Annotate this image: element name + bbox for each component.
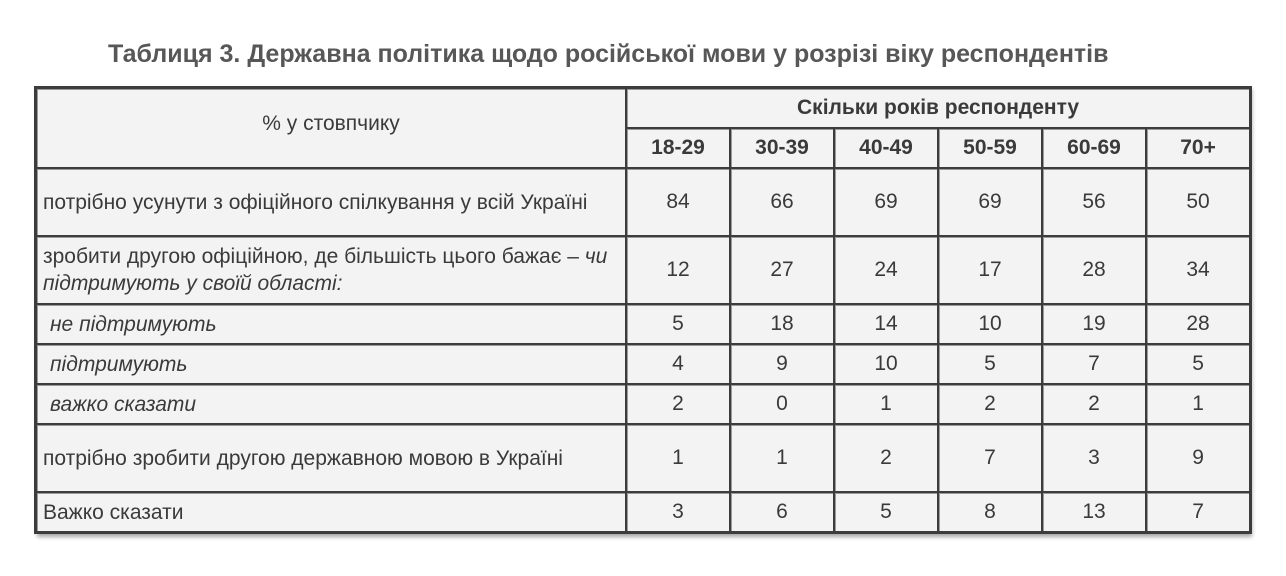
- table-cell: 5: [626, 304, 730, 344]
- table-cell: 1: [626, 424, 730, 492]
- age-header: 60-69: [1042, 128, 1146, 168]
- header-row-ages: 18-29 30-39 40-49 50-59 60-69 70+: [36, 128, 1251, 168]
- row-label: потрібно зробити другою державною мовою …: [36, 424, 626, 492]
- table-cell: 5: [834, 492, 938, 532]
- age-group-header: Скільки років респонденту: [626, 88, 1251, 128]
- table-cell: 10: [938, 304, 1042, 344]
- table-title: Таблиця 3. Державна політика щодо російс…: [108, 40, 1109, 68]
- age-header: 70+: [1146, 128, 1251, 168]
- table-cell: 10: [834, 344, 938, 384]
- table-cell: 2: [1042, 384, 1146, 424]
- table-cell: 6: [730, 492, 834, 532]
- row-label-text: зробити другою офіційною, де більшість ц…: [43, 245, 585, 268]
- table-cell: 1: [730, 424, 834, 492]
- table-cell: 7: [1146, 492, 1251, 532]
- table-cell: 9: [730, 344, 834, 384]
- row-label: не підтримують: [36, 304, 626, 344]
- table-cell: 28: [1146, 304, 1251, 344]
- age-header: 40-49: [834, 128, 938, 168]
- table-cell: 69: [938, 168, 1042, 236]
- table-cell: 1: [1146, 384, 1251, 424]
- table-cell: 8: [938, 492, 1042, 532]
- row-label: Важко сказати: [36, 492, 626, 532]
- corner-header: % у стовпчику: [36, 88, 626, 168]
- table-cell: 9: [1146, 424, 1251, 492]
- table-cell: 5: [1146, 344, 1251, 384]
- row-label-italic: чи підтримують у своїй області:: [43, 245, 608, 295]
- table-cell: 2: [834, 424, 938, 492]
- table-cell: 17: [938, 236, 1042, 304]
- table-cell: 69: [834, 168, 938, 236]
- table-cell: 50: [1146, 168, 1251, 236]
- age-header: 50-59: [938, 128, 1042, 168]
- table-cell: 34: [1146, 236, 1251, 304]
- table-cell: 13: [1042, 492, 1146, 532]
- table-cell: 56: [1042, 168, 1146, 236]
- table-cell: 5: [938, 344, 1042, 384]
- age-header: 30-39: [730, 128, 834, 168]
- table-cell: 7: [938, 424, 1042, 492]
- table-cell: 14: [834, 304, 938, 344]
- table-cell: 28: [1042, 236, 1146, 304]
- table-cell: 18: [730, 304, 834, 344]
- row-label-text: потрібно усунути з офіційного спілкуванн…: [43, 190, 588, 214]
- row-label: потрібно усунути з офіційного спілкуванн…: [36, 168, 626, 236]
- data-table: % у стовпчику Скільки років респонденту …: [34, 86, 1253, 534]
- row-label: важко сказати: [36, 384, 626, 424]
- row-label: зробити другою офіційною, де більшість ц…: [36, 236, 626, 304]
- table-cell: 12: [626, 236, 730, 304]
- row-label: підтримують: [36, 344, 626, 384]
- table-cell: 66: [730, 168, 834, 236]
- table-row: потрібно усунути з офіційного спілкуванн…: [36, 168, 1251, 236]
- table-cell: 2: [938, 384, 1042, 424]
- table-cell: 7: [1042, 344, 1146, 384]
- table-cell: 3: [1042, 424, 1146, 492]
- table-cell: 4: [626, 344, 730, 384]
- table-cell: 3: [626, 492, 730, 532]
- table-cell: 24: [834, 236, 938, 304]
- age-header: 18-29: [626, 128, 730, 168]
- table-row: не підтримують 5 18 14 10 19 28: [36, 304, 1251, 344]
- table-row: зробити другою офіційною, де більшість ц…: [36, 236, 1251, 304]
- table-cell: 0: [730, 384, 834, 424]
- table-row: Важко сказати 3 6 5 8 13 7: [36, 492, 1251, 532]
- header-row-group: % у стовпчику Скільки років респонденту: [36, 88, 1251, 168]
- table-cell: 27: [730, 236, 834, 304]
- table-cell: 19: [1042, 304, 1146, 344]
- table-cell: 1: [834, 384, 938, 424]
- table-container: % у стовпчику Скільки років респонденту …: [34, 86, 1253, 534]
- table-cell: 84: [626, 168, 730, 236]
- table-cell: 2: [626, 384, 730, 424]
- table-row: підтримують 4 9 10 5 7 5: [36, 344, 1251, 384]
- table-row: потрібно зробити другою державною мовою …: [36, 424, 1251, 492]
- table-row: важко сказати 2 0 1 2 2 1: [36, 384, 1251, 424]
